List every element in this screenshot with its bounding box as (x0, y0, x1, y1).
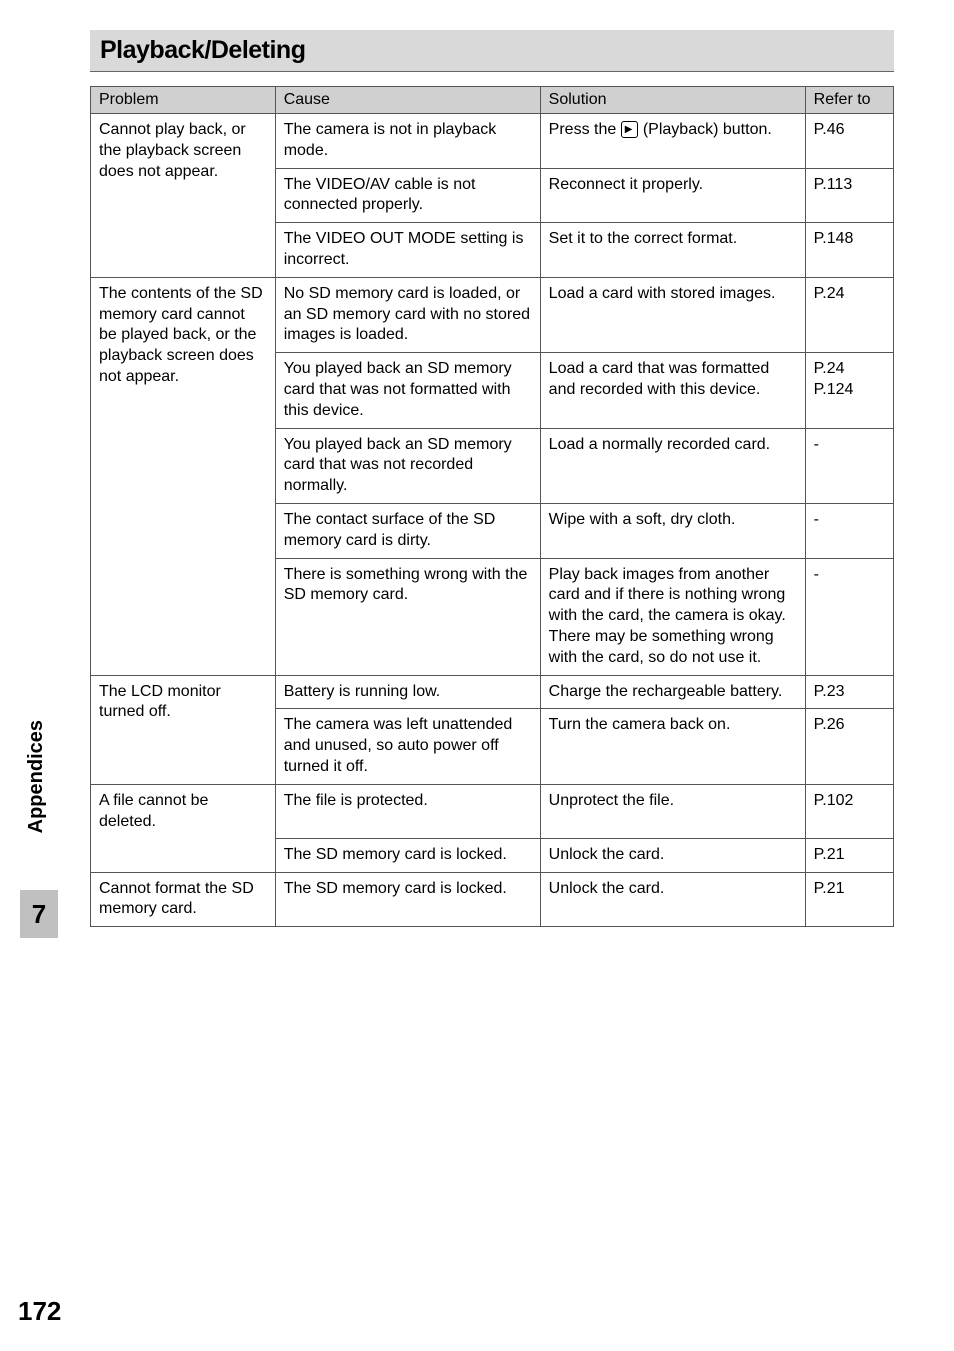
refer-cell: P.21 (805, 872, 893, 927)
cause-cell: The SD memory card is locked. (275, 872, 540, 927)
col-problem: Problem (91, 87, 276, 114)
table-header-row: Problem Cause Solution Refer to (91, 87, 894, 114)
playback-icon (621, 121, 639, 138)
solution-prefix: Press the (549, 121, 621, 138)
problem-cell: Cannot play back, or the playback screen… (91, 114, 276, 278)
cause-cell: The VIDEO/AV cable is not connected prop… (275, 168, 540, 223)
cause-cell: There is something wrong with the SD mem… (275, 558, 540, 675)
refer-cell: - (805, 428, 893, 503)
refer-cell: P.148 (805, 223, 893, 278)
cause-cell: No SD memory card is loaded, or an SD me… (275, 277, 540, 352)
solution-cell: Play back images from another card and i… (540, 558, 805, 675)
troubleshoot-table: Problem Cause Solution Refer to Cannot p… (90, 86, 894, 927)
refer-cell: P.46 (805, 114, 893, 169)
cause-cell: The contact surface of the SD memory car… (275, 503, 540, 558)
problem-cell-empty (91, 838, 276, 872)
solution-cell: Load a card that was formatted and recor… (540, 353, 805, 428)
solution-cell: Unlock the card. (540, 872, 805, 927)
refer-cell: P.24 (805, 277, 893, 352)
solution-cell: Unlock the card. (540, 838, 805, 872)
section-title: Playback/Deleting (100, 36, 884, 65)
solution-cell: Reconnect it properly. (540, 168, 805, 223)
side-tab-label: Appendices (25, 720, 48, 833)
solution-suffix: (Playback) button. (638, 121, 771, 138)
solution-cell: Load a normally recorded card. (540, 428, 805, 503)
solution-cell: Charge the rechargeable battery. (540, 675, 805, 709)
side-number-box: 7 (20, 890, 58, 938)
problem-cell: A file cannot be deleted. (91, 784, 276, 838)
refer-cell: P.26 (805, 709, 893, 784)
refer-cell: P.23 (805, 675, 893, 709)
cause-cell: The camera is not in playback mode. (275, 114, 540, 169)
table-row: A file cannot be deleted. The file is pr… (91, 784, 894, 838)
col-refer: Refer to (805, 87, 893, 114)
refer-cell: - (805, 503, 893, 558)
cause-cell: Battery is running low. (275, 675, 540, 709)
cause-cell: The file is protected. (275, 784, 540, 838)
problem-cell: The contents of the SD memory card canno… (91, 277, 276, 675)
solution-cell: Unprotect the file. (540, 784, 805, 838)
table-row: The LCD monitor turned off. Battery is r… (91, 675, 894, 709)
solution-cell: Set it to the correct format. (540, 223, 805, 278)
refer-cell: P.21 (805, 838, 893, 872)
refer-cell: P.102 (805, 784, 893, 838)
col-cause: Cause (275, 87, 540, 114)
table-row: The contents of the SD memory card canno… (91, 277, 894, 352)
section-header-bar: Playback/Deleting (90, 30, 894, 72)
refer-cell: P.113 (805, 168, 893, 223)
cause-cell: The VIDEO OUT MODE setting is incorrect. (275, 223, 540, 278)
refer-cell: - (805, 558, 893, 675)
solution-cell: Wipe with a soft, dry cloth. (540, 503, 805, 558)
table-row: Cannot play back, or the playback screen… (91, 114, 894, 169)
solution-cell: Turn the camera back on. (540, 709, 805, 784)
problem-cell: Cannot format the SD memory card. (91, 872, 276, 927)
problem-cell: The LCD monitor turned off. (91, 675, 276, 784)
cause-cell: The SD memory card is locked. (275, 838, 540, 872)
solution-cell: Press the (Playback) button. (540, 114, 805, 169)
cause-cell: The camera was left unattended and unuse… (275, 709, 540, 784)
page-number: 172 (18, 1296, 61, 1327)
table-row: Cannot format the SD memory card. The SD… (91, 872, 894, 927)
cause-cell: You played back an SD memory card that w… (275, 428, 540, 503)
solution-cell: Load a card with stored images. (540, 277, 805, 352)
page: Playback/Deleting Problem Cause Solution… (0, 0, 954, 1351)
col-solution: Solution (540, 87, 805, 114)
cause-cell: You played back an SD memory card that w… (275, 353, 540, 428)
side-number: 7 (32, 899, 46, 930)
refer-cell: P.24 P.124 (805, 353, 893, 428)
table-row: The SD memory card is locked. Unlock the… (91, 838, 894, 872)
